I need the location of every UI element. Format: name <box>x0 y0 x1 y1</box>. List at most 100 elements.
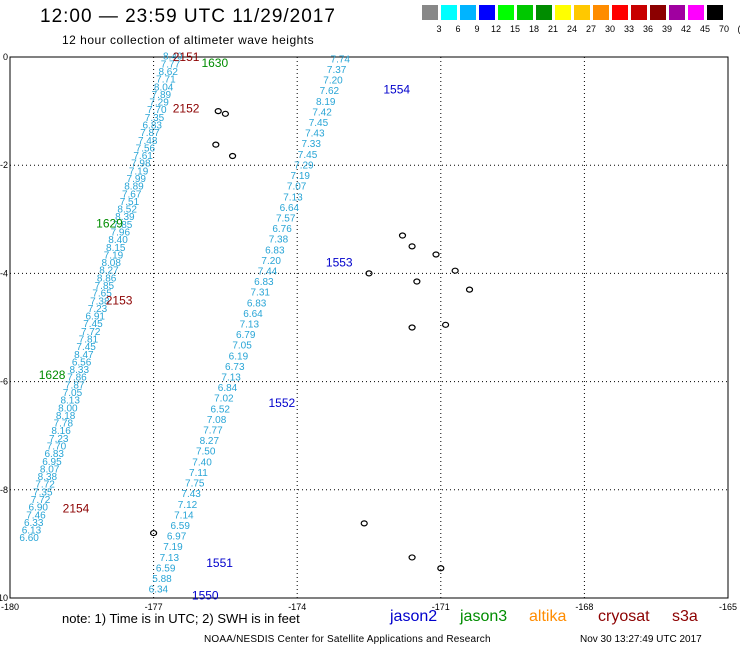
x-tick-label: -168 <box>575 602 593 612</box>
wave-value: 7.85 <box>113 220 133 231</box>
footer-note: note: 1) Time is in UTC; 2) SWH is in fe… <box>62 611 300 626</box>
wave-value: 8.52 <box>117 205 137 216</box>
pass-label-jason2: 1553 <box>326 256 353 270</box>
sat-label-cryosat: cryosat <box>598 608 650 625</box>
wave-value: 7.62 <box>320 86 340 97</box>
pass-label-cryosat: 2154 <box>63 502 90 516</box>
legend-label: 9 <box>474 24 480 34</box>
wave-value: 6.95 <box>42 457 62 468</box>
wave-value: 8.62 <box>158 67 178 78</box>
wave-value: 6.83 <box>44 449 64 460</box>
wave-value: 6.76 <box>272 224 292 235</box>
legend-label: 24 <box>566 24 577 34</box>
wave-value: 7.77 <box>161 59 181 70</box>
legend-swatch <box>650 5 667 20</box>
wave-value: 7.40 <box>192 457 212 468</box>
legend-swatch <box>498 5 515 20</box>
map-subtitle: 12 hour collection of altimeter wave hei… <box>62 33 315 47</box>
wave-value: 6.19 <box>229 351 249 362</box>
wave-value: 7.70 <box>147 105 167 116</box>
sat-label-s3a: s3a <box>672 608 698 625</box>
wave-value: 6.90 <box>29 503 49 514</box>
island-outline <box>408 554 416 561</box>
pass-label-jason3: 1628 <box>39 368 66 382</box>
wave-value: 7.29 <box>149 98 169 109</box>
wave-values: 8.407.778.627.718.047.897.297.707.356.83… <box>19 52 350 596</box>
grid-lines <box>9 56 729 599</box>
wave-value: 7.19 <box>129 166 149 177</box>
wave-value: 7.67 <box>122 189 142 200</box>
sat-label-jason2: jason2 <box>390 608 438 625</box>
wave-value: 7.20 <box>323 76 343 87</box>
pass-labels: 2151 1630 2152 1629 2153 1628 2154 1554 1553 1552… <box>39 50 411 602</box>
wave-value: 7.50 <box>196 447 216 458</box>
legend-swatch <box>688 5 705 20</box>
wave-value: 8.40 <box>163 52 183 63</box>
wave-value: 7.45 <box>83 319 103 330</box>
map-frame <box>9 56 729 599</box>
wave-value: 7.35 <box>145 113 165 124</box>
wave-value: 7.13 <box>283 192 303 203</box>
wave-value: 6.91 <box>86 312 106 323</box>
wave-value: 7.05 <box>232 341 252 352</box>
wave-value: 7.77 <box>203 426 223 437</box>
legend-swatch <box>517 5 534 20</box>
wave-value: 7.20 <box>261 256 281 267</box>
y-tick-label: -8 <box>0 485 8 495</box>
wave-value: 7.87 <box>65 380 85 391</box>
wave-value: 7.75 <box>185 479 205 490</box>
pass-label-jason2: 1551 <box>206 556 233 570</box>
legend-swatch <box>441 5 458 20</box>
wave-value: 7.51 <box>120 197 140 208</box>
legend-label: 42 <box>680 24 691 34</box>
y-tick-label: -4 <box>0 268 8 278</box>
wave-value: 7.14 <box>174 510 194 521</box>
pass-label-jason2: 1550 <box>192 588 219 602</box>
island-outline <box>212 141 220 148</box>
wave-value: 7.19 <box>104 250 124 261</box>
wave-value: 7.05 <box>63 388 83 399</box>
legend-label: 12 <box>490 24 501 34</box>
legend-swatch <box>460 5 477 20</box>
wave-value: 7.08 <box>207 415 227 426</box>
legend-label: 3 <box>436 24 442 34</box>
legend-label: 21 <box>547 24 558 34</box>
wave-value: 7.38 <box>269 235 289 246</box>
wave-value: 7.96 <box>111 227 131 238</box>
island-outline <box>441 321 450 328</box>
island-outline <box>413 278 421 285</box>
legend-label: 30 <box>604 24 615 34</box>
legend-swatch <box>631 5 648 20</box>
pass-label-cryosat: 2152 <box>173 101 200 115</box>
legend-label: 18 <box>528 24 539 34</box>
sat-label-altika: altika <box>529 608 567 625</box>
wave-value: 7.71 <box>156 75 176 86</box>
wave-value: 8.40 <box>108 235 128 246</box>
island-outline <box>437 565 445 572</box>
legend-label: 33 <box>623 24 634 34</box>
legend-label: 70 <box>718 24 729 34</box>
wave-value: 7.38 <box>90 296 110 307</box>
wave-value: 6.83 <box>254 277 274 288</box>
wave-value: 6.59 <box>156 563 176 574</box>
wave-value: 8.13 <box>60 396 80 407</box>
wave-value: 7.81 <box>79 334 99 345</box>
y-tick-label: -2 <box>0 160 8 170</box>
wave-value: 7.65 <box>92 289 112 300</box>
legend-swatch <box>669 5 686 20</box>
legend-swatch <box>536 5 553 20</box>
island-outline <box>214 107 222 115</box>
wave-value: 7.70 <box>47 441 67 452</box>
wave-value: 6.56 <box>72 357 92 368</box>
x-tick-label: -177 <box>145 602 163 612</box>
wave-value: 7.85 <box>95 281 115 292</box>
wave-value: 8.27 <box>99 266 119 277</box>
island-outline <box>150 529 158 537</box>
pass-label-jason2: 1554 <box>383 82 410 96</box>
legend-swatch <box>422 5 439 20</box>
wave-value: 7.23 <box>49 434 69 445</box>
wave-value: 6.52 <box>210 404 230 415</box>
wave-value: 6.13 <box>22 526 42 537</box>
pass-label-jason2: 1552 <box>268 396 295 410</box>
wave-value: 7.89 <box>152 90 172 101</box>
